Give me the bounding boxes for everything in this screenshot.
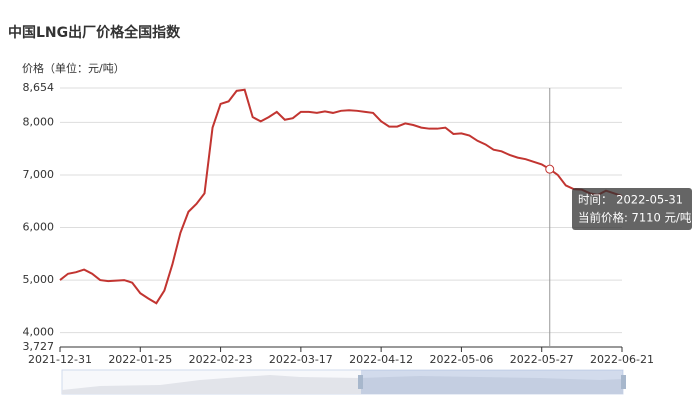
x-tick-label: 2022-04-12 xyxy=(349,353,413,366)
y-tick-label: 3,727 xyxy=(23,340,55,353)
zoom-window[interactable] xyxy=(361,370,623,394)
x-tick-label: 2022-05-27 xyxy=(510,353,574,366)
line-series xyxy=(59,88,623,305)
zoom-preview xyxy=(62,375,623,394)
y-tick-label: 4,000 xyxy=(23,326,55,339)
y-tick-label: 8,000 xyxy=(23,115,55,128)
x-tick-label: 2022-01-25 xyxy=(108,353,172,366)
y-axis-label: 价格（单位：元/吨） xyxy=(22,61,125,75)
zoom-handle[interactable] xyxy=(621,375,626,389)
y-tick-label: 8,654 xyxy=(23,81,55,94)
x-tick-label: 2022-06-21 xyxy=(590,353,654,366)
x-tick-label: 2022-02-23 xyxy=(189,353,253,366)
y-tick-label: 5,000 xyxy=(23,273,55,286)
x-tick-label: 2022-03-17 xyxy=(269,353,333,366)
x-tick-label: 2021-12-31 xyxy=(28,353,92,366)
y-tick-label: 7,000 xyxy=(23,168,55,181)
chart-title: 中国LNG出厂价格全国指数 xyxy=(8,24,181,41)
zoom-handle[interactable] xyxy=(358,375,363,389)
tooltip-box xyxy=(572,188,692,230)
x-tick-label: 2022-05-06 xyxy=(429,353,493,366)
tooltip-text: 当前价格: 7110 元/吨 xyxy=(578,211,692,225)
hover-point xyxy=(545,164,555,174)
data-zoom[interactable] xyxy=(61,369,626,395)
tooltip-text: 时间： 2022-05-31 xyxy=(578,193,683,207)
y-tick-label: 6,000 xyxy=(23,221,55,234)
